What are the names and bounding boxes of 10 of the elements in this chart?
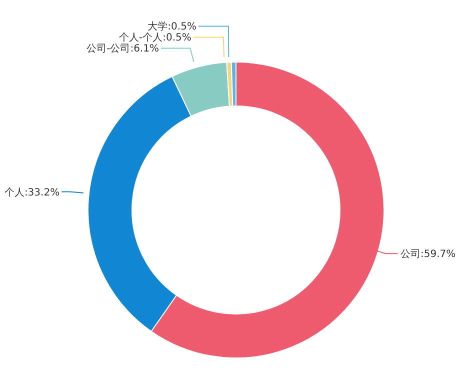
slice-label: 大学 bbox=[148, 20, 168, 33]
slice-label: 公司 bbox=[400, 248, 421, 260]
data-label: :0.5% bbox=[162, 32, 192, 44]
data-label: :0.5% bbox=[168, 22, 196, 33]
data-label: :6.1% bbox=[130, 44, 159, 55]
slice-label: 公司-公司 bbox=[86, 42, 130, 55]
data-label: :33.2% bbox=[24, 187, 60, 198]
slice-label: 个人 bbox=[4, 186, 24, 198]
slice-label: 个人-个人 bbox=[119, 32, 163, 44]
data-label: :59.7% bbox=[420, 249, 456, 260]
